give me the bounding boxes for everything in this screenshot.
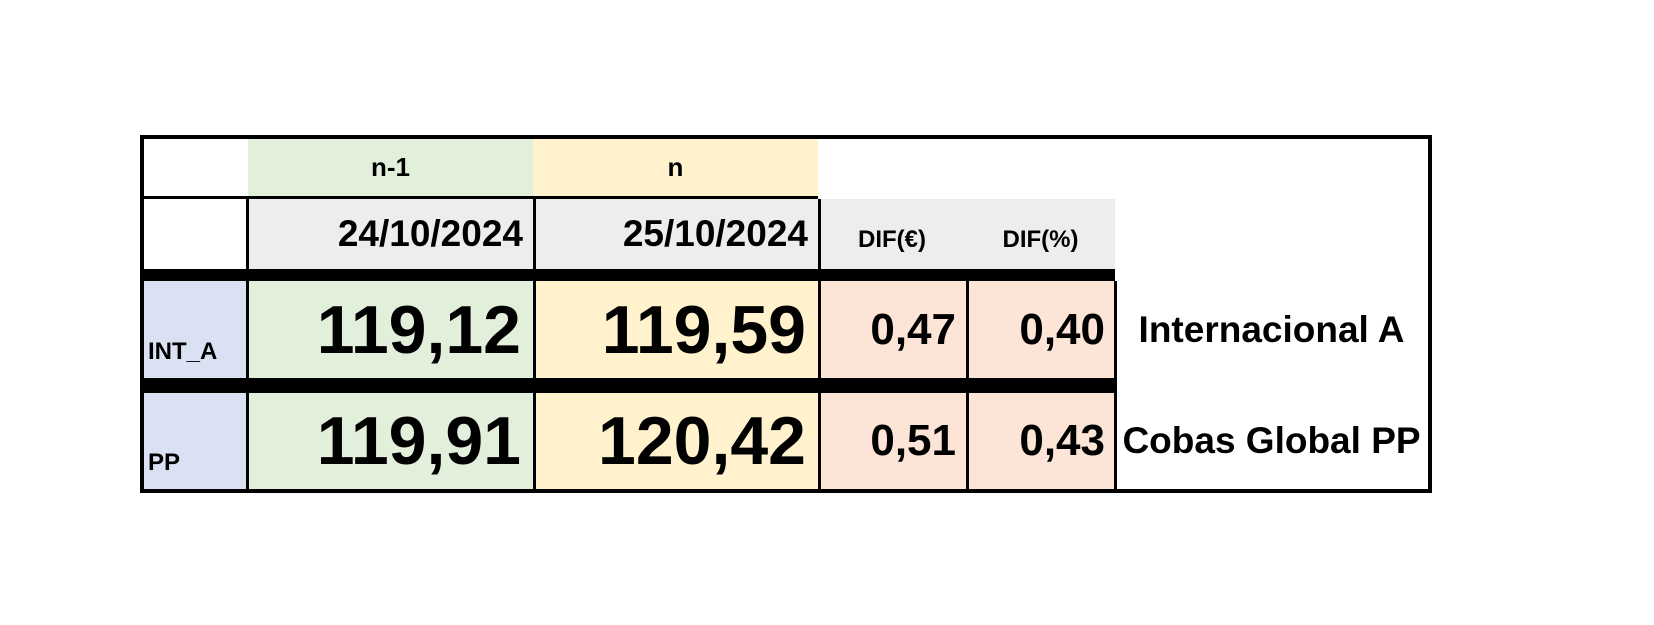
fund-name: Cobas Global PP	[1122, 420, 1421, 461]
divider	[533, 199, 536, 489]
dif-eur-value: 0,51	[818, 393, 966, 489]
prev-period-label: n-1	[248, 139, 533, 196]
divider	[818, 199, 821, 269]
dif-eur-value: 0,47	[818, 281, 966, 378]
prev-value: 119,12	[249, 281, 533, 378]
prev-date: 24/10/2024	[248, 199, 533, 269]
divider	[144, 196, 818, 199]
price-table	[140, 135, 1432, 493]
dif-pct-value: 0,40	[969, 281, 1115, 378]
divider	[246, 199, 249, 489]
curr-period-label: n	[533, 139, 818, 196]
curr-date: 25/10/2024	[533, 199, 818, 269]
prev-value: 119,91	[249, 393, 533, 489]
divider	[966, 281, 969, 489]
curr-value: 119,59	[536, 281, 818, 378]
curr-value: 120,42	[536, 393, 818, 489]
row-code: PP	[144, 393, 247, 489]
divider	[818, 281, 821, 489]
dif-pct-value: 0,43	[969, 393, 1115, 489]
row-code: INT_A	[144, 281, 247, 378]
divider	[144, 378, 1115, 393]
fund-name: Internacional A	[1138, 308, 1405, 350]
divider	[1114, 281, 1117, 489]
dif-pct-header: DIF(%)	[966, 199, 1115, 269]
dif-eur-header: DIF(€)	[818, 199, 966, 269]
divider	[144, 269, 1115, 281]
